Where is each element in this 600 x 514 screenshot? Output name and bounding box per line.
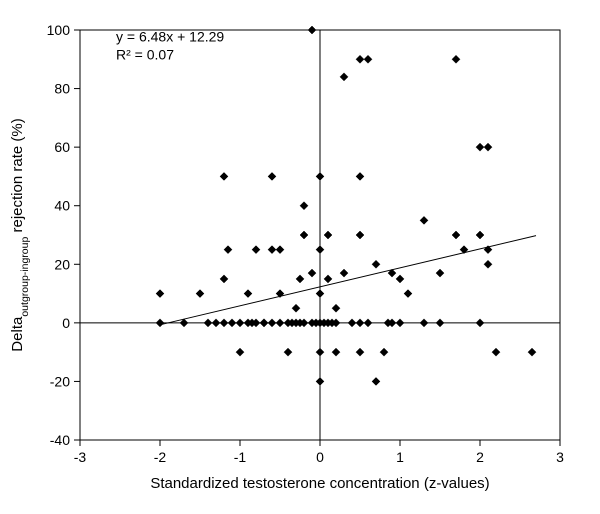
regression-line [160, 236, 536, 325]
y-tick-label: -40 [50, 432, 70, 448]
data-point [268, 172, 276, 180]
data-point [220, 275, 228, 283]
data-point [156, 319, 164, 327]
data-point [452, 231, 460, 239]
data-point [356, 319, 364, 327]
equation-line2: R² = 0.07 [116, 47, 174, 63]
data-point [196, 290, 204, 298]
data-point [476, 143, 484, 151]
data-point [380, 348, 388, 356]
data-point [436, 269, 444, 277]
data-point [364, 55, 372, 63]
data-point [476, 231, 484, 239]
y-tick-label: 40 [54, 198, 70, 214]
data-point [436, 319, 444, 327]
data-point [204, 319, 212, 327]
data-point [476, 319, 484, 327]
data-point [212, 319, 220, 327]
data-point [356, 172, 364, 180]
data-point [484, 143, 492, 151]
y-tick-label: 20 [54, 256, 70, 272]
data-point [268, 246, 276, 254]
data-point [220, 319, 228, 327]
data-point [300, 202, 308, 210]
x-tick-label: -3 [74, 449, 87, 465]
data-point [420, 216, 428, 224]
data-point [276, 290, 284, 298]
data-point [276, 319, 284, 327]
data-point [156, 290, 164, 298]
x-tick-label: 2 [476, 449, 484, 465]
data-point [372, 377, 380, 385]
data-point [396, 319, 404, 327]
y-tick-label: 0 [62, 315, 70, 331]
data-point [492, 348, 500, 356]
x-tick-label: 1 [396, 449, 404, 465]
data-point [224, 246, 232, 254]
data-point [528, 348, 536, 356]
data-point [332, 304, 340, 312]
data-point [260, 319, 268, 327]
data-point [300, 231, 308, 239]
data-point [348, 319, 356, 327]
data-point [276, 246, 284, 254]
data-point [244, 290, 252, 298]
x-tick-label: -1 [234, 449, 247, 465]
data-point [236, 319, 244, 327]
data-point [356, 231, 364, 239]
data-point [372, 260, 380, 268]
data-point [316, 377, 324, 385]
data-point [316, 290, 324, 298]
data-point [308, 26, 316, 34]
x-tick-label: -2 [154, 449, 167, 465]
y-axis-title: Deltaoutgroup-ingroup rejection rate (%) [9, 118, 31, 351]
data-point [236, 348, 244, 356]
data-point [404, 290, 412, 298]
chart-svg: -3 -2 -1 0 1 2 3 -40 -20 0 20 40 60 80 100 Standardized… [0, 0, 600, 514]
data-point [356, 55, 364, 63]
data-point [268, 319, 276, 327]
data-point [316, 172, 324, 180]
data-point [340, 269, 348, 277]
y-tick-label: 80 [54, 81, 70, 97]
data-point [332, 348, 340, 356]
data-point [308, 269, 316, 277]
x-tick-label: 0 [316, 449, 324, 465]
x-axis-title: Standardized testosterone concentration … [150, 475, 489, 492]
data-point [420, 319, 428, 327]
data-point [452, 55, 460, 63]
x-tick-label: 3 [556, 449, 564, 465]
y-tick-label: 60 [54, 139, 70, 155]
y-tick-label: 100 [47, 22, 71, 38]
data-point [296, 275, 304, 283]
data-point [292, 304, 300, 312]
scatter-chart: -3 -2 -1 0 1 2 3 -40 -20 0 20 40 60 80 100 Standardized… [0, 0, 600, 514]
data-point [364, 319, 372, 327]
data-point [228, 319, 236, 327]
data-point [316, 246, 324, 254]
data-point [220, 172, 228, 180]
y-tick-label: -20 [50, 373, 70, 389]
data-point [252, 246, 260, 254]
data-point [396, 275, 404, 283]
data-point [484, 260, 492, 268]
data-point [340, 73, 348, 81]
data-point [356, 348, 364, 356]
data-point [316, 348, 324, 356]
data-point [324, 231, 332, 239]
equation-line1: y = 6.48x + 12.29 [116, 29, 224, 45]
data-point [284, 348, 292, 356]
data-point [324, 275, 332, 283]
